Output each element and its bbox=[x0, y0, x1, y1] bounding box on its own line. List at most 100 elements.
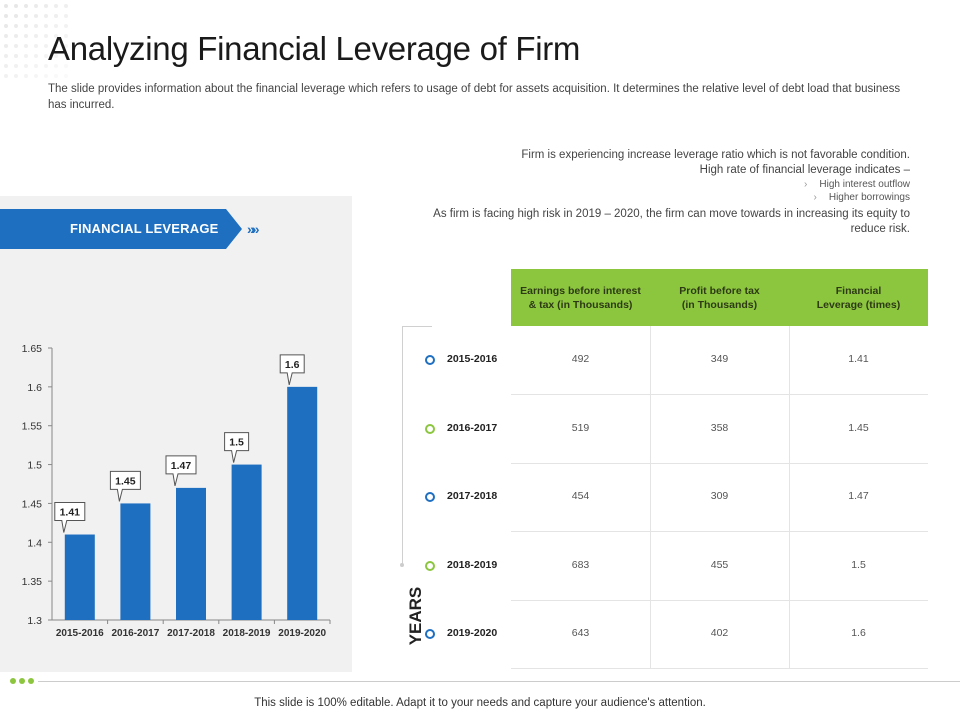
decorative-dot bbox=[14, 74, 18, 78]
header-pbt: Profit before tax (in Thousands) bbox=[650, 269, 789, 326]
page-title: Analyzing Financial Leverage of Firm bbox=[48, 30, 581, 67]
banner-arrow-shape bbox=[0, 209, 242, 249]
footer-dot bbox=[10, 678, 16, 684]
cell-ebit: 643 bbox=[571, 627, 590, 639]
decorative-dot bbox=[4, 64, 8, 68]
note-bullet-2-text: Higher borrowings bbox=[828, 192, 910, 203]
years-axis-label: YEARS bbox=[406, 586, 425, 646]
decorative-dot bbox=[54, 24, 58, 28]
header-ebit-line1: Earnings before interest bbox=[520, 284, 641, 297]
decorative-dot bbox=[34, 4, 38, 8]
footer-dot bbox=[28, 678, 34, 684]
decorative-dot bbox=[24, 54, 28, 58]
decorative-dot bbox=[4, 74, 8, 78]
cell-pbt: 309 bbox=[710, 490, 729, 502]
data-label: 1.45 bbox=[115, 475, 136, 487]
year-label: 2017-2018 bbox=[447, 490, 498, 502]
decorative-dot bbox=[24, 74, 28, 78]
year-marker-dot bbox=[425, 561, 435, 571]
y-tick-label: 1.35 bbox=[22, 576, 43, 588]
chevron-right-icon: »» bbox=[247, 221, 259, 237]
decorative-dot bbox=[24, 64, 28, 68]
row-divider bbox=[511, 394, 928, 395]
year-marker-dot bbox=[425, 492, 435, 502]
decorative-dot bbox=[64, 4, 68, 8]
data-label: 1.6 bbox=[285, 359, 300, 371]
decorative-dot bbox=[64, 64, 68, 68]
cell-ebit: 519 bbox=[571, 422, 590, 434]
data-label: 1.5 bbox=[229, 437, 244, 449]
header-leverage: Financial Leverage (times) bbox=[789, 269, 928, 326]
decorative-dot bbox=[4, 54, 8, 58]
decorative-dot bbox=[24, 24, 28, 28]
cell-pbt: 358 bbox=[710, 422, 729, 434]
decorative-dot bbox=[44, 34, 48, 38]
footer-divider bbox=[38, 681, 960, 682]
decorative-dot bbox=[64, 54, 68, 58]
header-ebit: Earnings before interest & tax (in Thousa… bbox=[511, 269, 650, 326]
header-leverage-line2: Leverage (times) bbox=[816, 298, 901, 311]
header-leverage-line1: Financial bbox=[835, 284, 882, 297]
y-tick-label: 1.45 bbox=[22, 498, 43, 510]
x-tick-label: 2017-2018 bbox=[167, 628, 215, 639]
decorative-dot bbox=[4, 24, 8, 28]
note-bullet-1-text: High interest outflow bbox=[819, 179, 910, 190]
cell-leverage: 1.47 bbox=[848, 490, 869, 502]
year-label: 2015-2016 bbox=[447, 353, 498, 365]
header-pbt-line1: Profit before tax bbox=[679, 284, 760, 297]
timeline-end-dot bbox=[400, 563, 404, 567]
header-ebit-line2: & tax (in Thousands) bbox=[528, 298, 633, 311]
decorative-dot bbox=[24, 14, 28, 18]
decorative-dot bbox=[34, 64, 38, 68]
row-divider bbox=[511, 668, 928, 669]
cell-leverage: 1.5 bbox=[851, 559, 866, 571]
y-tick-label: 1.65 bbox=[22, 343, 43, 355]
row-divider bbox=[511, 531, 928, 532]
cell-ebit: 683 bbox=[571, 559, 590, 571]
data-label-callout bbox=[279, 354, 305, 385]
data-label-callout bbox=[165, 455, 197, 487]
bar bbox=[176, 487, 206, 620]
y-tick-label: 1.4 bbox=[27, 537, 42, 549]
data-label-callout bbox=[54, 502, 86, 533]
decorative-dot bbox=[14, 54, 18, 58]
decorative-dot bbox=[44, 64, 48, 68]
decorative-dot bbox=[54, 44, 58, 48]
decorative-dot bbox=[54, 4, 58, 8]
decorative-dot bbox=[4, 14, 8, 18]
row-divider bbox=[511, 600, 928, 601]
decorative-dot bbox=[64, 14, 68, 18]
y-tick-label: 1.55 bbox=[22, 421, 43, 433]
bar bbox=[231, 464, 262, 620]
decorative-dot bbox=[4, 44, 8, 48]
year-label: 2016-2017 bbox=[447, 422, 498, 434]
column-divider bbox=[789, 326, 790, 669]
note-line-3a: As firm is facing high risk in 2019 – 20… bbox=[433, 208, 910, 220]
data-label-callout bbox=[109, 470, 141, 502]
cell-pbt: 455 bbox=[710, 559, 729, 571]
banner-label: FINANCIAL LEVERAGE bbox=[70, 221, 219, 236]
year-marker-dot bbox=[425, 629, 435, 639]
decorative-dot bbox=[64, 44, 68, 48]
note-bullet-1: › High interest outflow bbox=[350, 178, 910, 191]
year-label: 2019-2020 bbox=[447, 627, 498, 639]
x-tick-label: 2018-2019 bbox=[223, 628, 271, 639]
decorative-dot bbox=[24, 44, 28, 48]
year-marker-dot bbox=[425, 424, 435, 434]
column-divider bbox=[650, 326, 651, 669]
year-label: 2018-2019 bbox=[447, 559, 498, 571]
decorative-dot bbox=[64, 24, 68, 28]
decorative-dot bbox=[54, 54, 58, 58]
data-label-callout bbox=[224, 432, 250, 463]
data-label: 1.41 bbox=[60, 507, 81, 519]
cell-pbt: 402 bbox=[710, 627, 729, 639]
decorative-dot bbox=[54, 64, 58, 68]
decorative-dot bbox=[44, 44, 48, 48]
decorative-dot bbox=[34, 24, 38, 28]
decorative-dot bbox=[4, 4, 8, 8]
bar bbox=[64, 534, 95, 620]
y-tick-label: 1.6 bbox=[27, 382, 42, 394]
page-subtitle: The slide provides information about the… bbox=[48, 83, 901, 111]
year-marker-dot bbox=[425, 355, 435, 365]
footer-dot bbox=[19, 678, 25, 684]
